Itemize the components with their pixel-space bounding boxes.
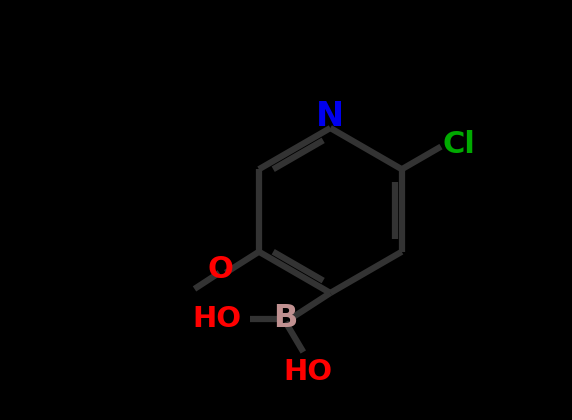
Text: Cl: Cl: [443, 131, 475, 160]
Text: N: N: [316, 100, 344, 133]
Text: HO: HO: [284, 358, 333, 386]
Text: HO: HO: [193, 305, 242, 333]
Text: B: B: [273, 303, 297, 334]
Text: O: O: [208, 255, 234, 284]
